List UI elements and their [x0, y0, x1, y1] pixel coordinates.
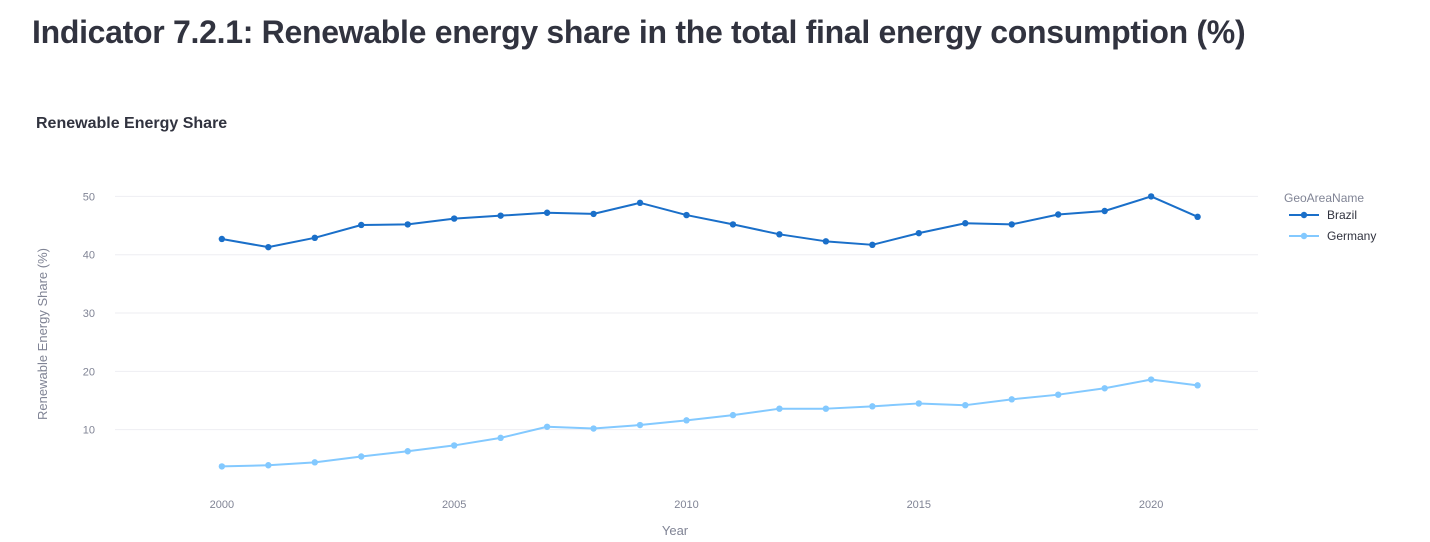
- legend-item-brazil[interactable]: Brazil: [1289, 208, 1357, 222]
- page-title: Indicator 7.2.1: Renewable energy share …: [32, 14, 1246, 50]
- data-point-germany[interactable]: [543, 423, 551, 430]
- x-axis-ticks: 2000 2005 2010 2015 2020: [210, 499, 1164, 511]
- legend-label: Germany: [1327, 229, 1376, 243]
- y-tick-label: 10: [83, 425, 95, 437]
- series-line-germany: [220, 378, 1199, 468]
- chart-title: Renewable Energy Share: [36, 115, 227, 132]
- x-tick-label: 2010: [674, 499, 698, 511]
- data-point-germany[interactable]: [497, 434, 504, 442]
- legend-title: GeoAreaName: [1284, 191, 1364, 205]
- data-point-brazil[interactable]: [311, 234, 318, 242]
- data-point-germany[interactable]: [1055, 391, 1062, 398]
- data-point-brazil[interactable]: [543, 209, 551, 216]
- data-point-germany[interactable]: [1147, 376, 1155, 383]
- legend: GeoAreaName Brazil Germany: [1284, 191, 1376, 243]
- legend-swatch-marker: [1300, 232, 1308, 240]
- data-point-germany[interactable]: [915, 400, 923, 407]
- series-layer: [218, 193, 1201, 470]
- data-point-germany[interactable]: [1008, 396, 1015, 403]
- data-point-brazil[interactable]: [1147, 193, 1155, 200]
- data-point-brazil[interactable]: [265, 243, 272, 251]
- data-point-germany[interactable]: [265, 462, 272, 469]
- data-point-germany[interactable]: [1194, 382, 1201, 389]
- data-point-germany[interactable]: [404, 448, 411, 455]
- data-point-germany[interactable]: [590, 425, 597, 432]
- data-point-brazil[interactable]: [1101, 207, 1108, 215]
- y-tick-label: 40: [83, 250, 95, 262]
- y-tick-label: 20: [83, 366, 95, 378]
- data-point-germany[interactable]: [358, 453, 365, 460]
- data-point-brazil[interactable]: [683, 211, 690, 219]
- data-point-brazil[interactable]: [590, 210, 597, 218]
- y-axis-ticks: 10 20 30 40 50: [83, 191, 95, 436]
- data-point-germany[interactable]: [869, 403, 876, 410]
- x-tick-label: 2005: [442, 499, 466, 511]
- x-tick-label: 2000: [210, 499, 234, 511]
- data-point-brazil[interactable]: [497, 212, 504, 219]
- x-axis-title: Year: [662, 523, 689, 537]
- y-axis-title: Renewable Energy Share (%): [35, 248, 50, 420]
- data-point-germany[interactable]: [683, 417, 690, 424]
- data-point-brazil[interactable]: [915, 229, 923, 237]
- legend-swatch-marker: [1300, 211, 1308, 219]
- data-point-brazil[interactable]: [358, 221, 365, 229]
- data-point-brazil[interactable]: [218, 235, 226, 243]
- data-point-brazil[interactable]: [450, 215, 458, 222]
- series-germany: [218, 376, 1201, 470]
- data-point-brazil[interactable]: [1008, 221, 1015, 228]
- data-point-germany[interactable]: [729, 411, 737, 419]
- x-tick-label: 2015: [907, 499, 931, 511]
- data-point-brazil[interactable]: [404, 221, 411, 228]
- data-point-brazil[interactable]: [729, 221, 737, 228]
- data-point-brazil[interactable]: [776, 231, 783, 238]
- series-line-brazil: [220, 195, 1199, 249]
- data-point-germany[interactable]: [962, 401, 969, 409]
- data-point-germany[interactable]: [776, 405, 783, 412]
- series-brazil: [218, 193, 1201, 251]
- data-point-brazil[interactable]: [869, 241, 876, 249]
- data-point-germany[interactable]: [450, 442, 458, 449]
- x-tick-label: 2020: [1139, 499, 1163, 511]
- grid-lines: [115, 195, 1258, 431]
- data-point-germany[interactable]: [822, 405, 830, 412]
- data-point-germany[interactable]: [636, 421, 644, 429]
- y-tick-label: 30: [83, 308, 95, 320]
- data-point-germany[interactable]: [311, 459, 318, 466]
- data-point-germany[interactable]: [218, 463, 226, 470]
- data-point-germany[interactable]: [1101, 385, 1108, 392]
- y-tick-label: 50: [83, 191, 95, 203]
- data-point-brazil[interactable]: [1055, 211, 1062, 218]
- data-point-brazil[interactable]: [822, 238, 830, 245]
- data-point-brazil[interactable]: [1194, 213, 1201, 221]
- data-point-brazil[interactable]: [636, 199, 644, 207]
- data-point-brazil[interactable]: [962, 220, 969, 227]
- legend-label: Brazil: [1327, 208, 1357, 222]
- legend-item-germany[interactable]: Germany: [1289, 229, 1376, 243]
